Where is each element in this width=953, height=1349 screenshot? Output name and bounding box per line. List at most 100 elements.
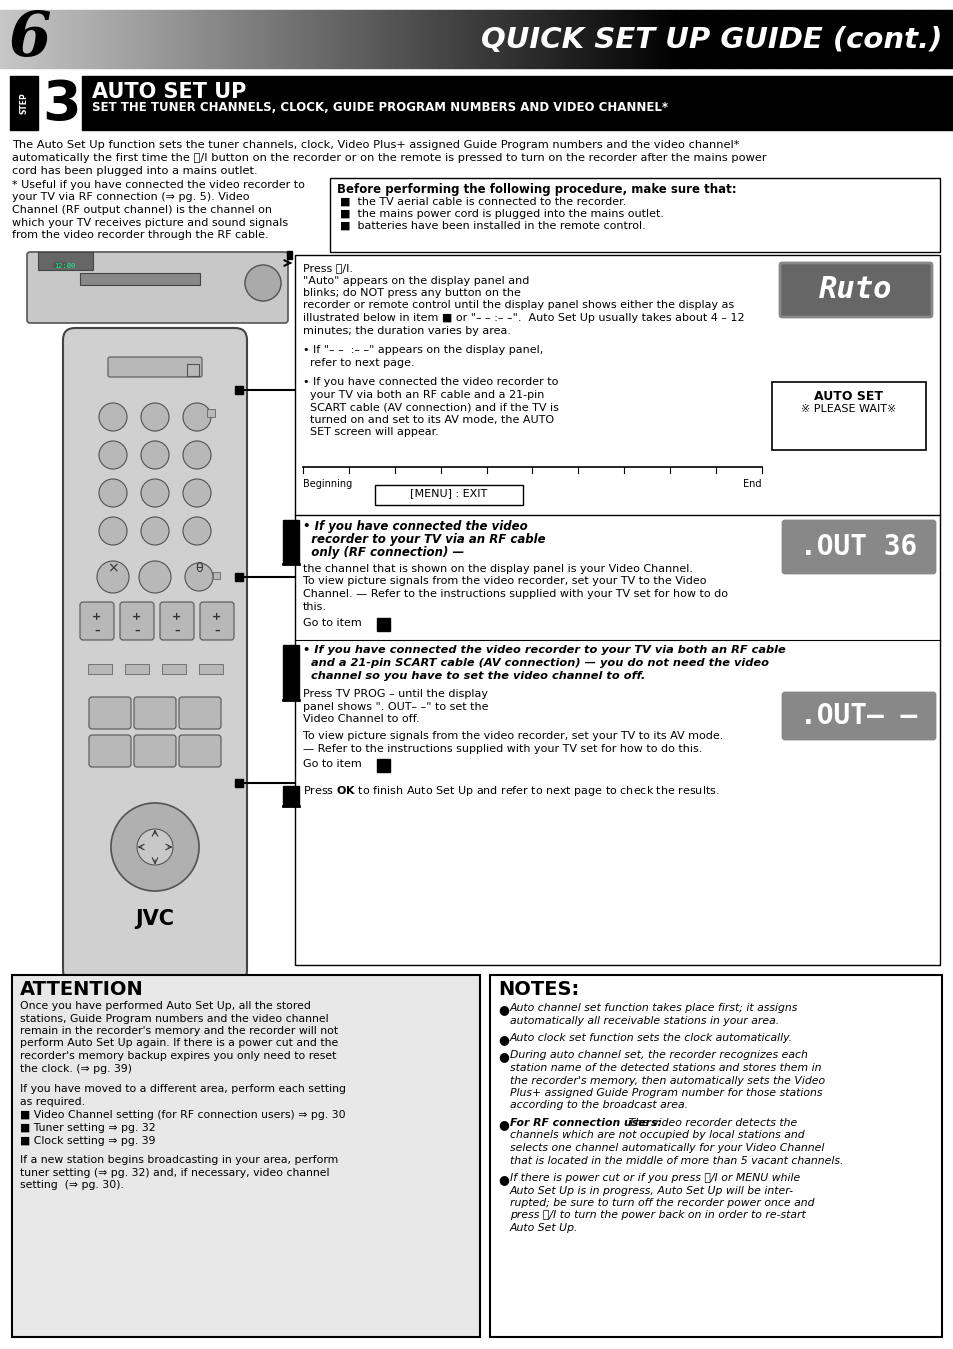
Text: recorder or remote control until the display panel shows either the display as: recorder or remote control until the dis… xyxy=(303,301,734,310)
Bar xyxy=(88,664,112,674)
Text: the channel that is shown on the display panel is your Video Channel.: the channel that is shown on the display… xyxy=(303,564,692,575)
FancyBboxPatch shape xyxy=(160,602,193,639)
FancyBboxPatch shape xyxy=(782,693,934,739)
Text: perform Auto Set Up again. If there is a power cut and the: perform Auto Set Up again. If there is a… xyxy=(20,1039,338,1048)
Text: STEP: STEP xyxy=(19,92,29,113)
Text: refer to next page.: refer to next page. xyxy=(303,357,415,367)
Text: To view picture signals from the video recorder, set your TV to its AV mode.: To view picture signals from the video r… xyxy=(303,731,722,741)
Bar xyxy=(234,386,243,394)
Text: AUTO SET UP: AUTO SET UP xyxy=(91,82,246,103)
Circle shape xyxy=(99,517,127,545)
Bar xyxy=(10,76,38,130)
FancyBboxPatch shape xyxy=(108,357,202,376)
Text: End: End xyxy=(742,479,761,488)
Text: ●: ● xyxy=(497,1174,508,1186)
Bar xyxy=(376,759,390,772)
FancyBboxPatch shape xyxy=(27,252,288,322)
Text: • If you have connected the video: • If you have connected the video xyxy=(303,519,527,533)
Text: which your TV receives picture and sound signals: which your TV receives picture and sound… xyxy=(12,217,288,228)
Text: that is located in the middle of more than 5 vacant channels.: that is located in the middle of more th… xyxy=(510,1156,842,1166)
Text: QUICK SET UP GUIDE (cont.): QUICK SET UP GUIDE (cont.) xyxy=(480,26,941,54)
Circle shape xyxy=(137,830,172,865)
Text: During auto channel set, the recorder recognizes each: During auto channel set, the recorder re… xyxy=(510,1051,807,1060)
Text: Ruto: Ruto xyxy=(819,275,892,305)
Circle shape xyxy=(141,441,169,469)
Circle shape xyxy=(99,403,127,430)
Text: ※ PLEASE WAIT※: ※ PLEASE WAIT※ xyxy=(801,403,896,414)
Text: If you have moved to a different area, perform each setting
as required.: If you have moved to a different area, p… xyxy=(20,1085,346,1108)
FancyBboxPatch shape xyxy=(80,602,113,639)
Bar xyxy=(234,573,243,581)
Bar xyxy=(490,975,941,1337)
Text: +: + xyxy=(132,612,141,622)
Text: this.: this. xyxy=(303,602,327,611)
Bar xyxy=(376,618,390,631)
Text: AUTO SET: AUTO SET xyxy=(814,390,882,403)
Text: –: – xyxy=(174,626,179,635)
Bar xyxy=(283,519,298,564)
Text: from the video recorder through the RF cable.: from the video recorder through the RF c… xyxy=(12,229,269,240)
Bar xyxy=(287,251,292,259)
Text: ●: ● xyxy=(497,1118,508,1130)
Text: selects one channel automatically for your Video Channel: selects one channel automatically for yo… xyxy=(510,1143,823,1153)
Circle shape xyxy=(61,263,67,267)
Bar xyxy=(283,786,298,805)
Text: * Useful if you have connected the video recorder to: * Useful if you have connected the video… xyxy=(12,179,305,190)
Text: ●: ● xyxy=(497,1004,508,1016)
Bar xyxy=(294,255,939,965)
Bar xyxy=(12,975,479,1337)
Text: automatically the first time the ⓘ/I button on the recorder or on the remote is : automatically the first time the ⓘ/I but… xyxy=(12,152,766,163)
Text: • If you have connected the video recorder to your TV via both an RF cable: • If you have connected the video record… xyxy=(303,645,785,656)
Bar xyxy=(207,409,214,417)
Text: channel so you have to set the video channel to off.: channel so you have to set the video cha… xyxy=(303,670,644,681)
Text: Video Channel to off.: Video Channel to off. xyxy=(303,714,419,724)
Text: channels which are not occupied by local stations and: channels which are not occupied by local… xyxy=(510,1130,803,1140)
FancyBboxPatch shape xyxy=(200,602,233,639)
Circle shape xyxy=(99,441,127,469)
Text: Plus+ assigned Guide Program number for those stations: Plus+ assigned Guide Program number for … xyxy=(510,1089,821,1098)
Text: Auto Set Up is in progress, Auto Set Up will be inter-: Auto Set Up is in progress, Auto Set Up … xyxy=(510,1186,793,1195)
Text: 3: 3 xyxy=(43,78,81,132)
Text: SET screen will appear.: SET screen will appear. xyxy=(303,428,438,437)
Text: NOTES:: NOTES: xyxy=(497,979,578,1000)
Text: Before performing the following procedure, make sure that:: Before performing the following procedur… xyxy=(336,183,736,196)
Text: Go to item: Go to item xyxy=(303,618,361,629)
Text: tuner setting (⇒ pg. 32) and, if necessary, video channel: tuner setting (⇒ pg. 32) and, if necessa… xyxy=(20,1167,329,1178)
Text: • If "– –  :– –" appears on the display panel,: • If "– – :– –" appears on the display p… xyxy=(303,345,542,355)
Text: SET THE TUNER CHANNELS, CLOCK, GUIDE PROGRAM NUMBERS AND VIDEO CHANNEL*: SET THE TUNER CHANNELS, CLOCK, GUIDE PRO… xyxy=(91,101,667,115)
Bar xyxy=(330,178,939,252)
Bar xyxy=(82,76,953,130)
Text: ■ Video Channel setting (for RF connection users) ⇒ pg. 30: ■ Video Channel setting (for RF connecti… xyxy=(20,1110,345,1120)
Text: +: + xyxy=(92,612,102,622)
Text: your TV via both an RF cable and a 21-pin: your TV via both an RF cable and a 21-pi… xyxy=(303,390,544,399)
Text: To view picture signals from the video recorder, set your TV to the Video: To view picture signals from the video r… xyxy=(303,576,706,587)
Text: ATTENTION: ATTENTION xyxy=(20,979,144,1000)
Text: If there is power cut or if you press ⓘ/I or MENU while: If there is power cut or if you press ⓘ/… xyxy=(510,1174,800,1183)
Text: — Refer to the instructions supplied with your TV set for how to do this.: — Refer to the instructions supplied wit… xyxy=(303,743,701,754)
Text: Press TV PROG – until the display: Press TV PROG – until the display xyxy=(303,689,488,699)
Text: –: – xyxy=(94,626,100,635)
Bar xyxy=(771,382,925,451)
Text: [MENU] : EXIT: [MENU] : EXIT xyxy=(410,488,487,498)
Text: Auto clock set function sets the clock automatically.: Auto clock set function sets the clock a… xyxy=(510,1033,792,1043)
FancyBboxPatch shape xyxy=(782,521,934,573)
FancyBboxPatch shape xyxy=(89,697,131,728)
Text: Channel (RF output channel) is the channel on: Channel (RF output channel) is the chann… xyxy=(12,205,272,214)
Circle shape xyxy=(141,517,169,545)
Text: +: + xyxy=(213,612,221,622)
Text: recorder to your TV via an RF cable: recorder to your TV via an RF cable xyxy=(303,533,545,546)
Text: panel shows ". OUT– –" to set the: panel shows ". OUT– –" to set the xyxy=(303,701,488,711)
Text: recorder's memory backup expires you only need to reset: recorder's memory backup expires you onl… xyxy=(20,1051,336,1062)
Text: –: – xyxy=(214,626,219,635)
Circle shape xyxy=(139,561,171,594)
Text: minutes; the duration varies by area.: minutes; the duration varies by area. xyxy=(303,325,511,336)
Bar xyxy=(125,664,149,674)
Text: only (RF connection) —: only (RF connection) — xyxy=(303,546,464,558)
Bar xyxy=(199,664,223,674)
Text: Auto Set Up.: Auto Set Up. xyxy=(510,1224,578,1233)
Circle shape xyxy=(111,803,199,890)
FancyBboxPatch shape xyxy=(63,328,247,982)
Bar xyxy=(80,272,200,285)
Text: Auto channel set function takes place first; it assigns: Auto channel set function takes place fi… xyxy=(510,1004,798,1013)
Text: remain in the recorder's memory and the recorder will not: remain in the recorder's memory and the … xyxy=(20,1027,337,1036)
